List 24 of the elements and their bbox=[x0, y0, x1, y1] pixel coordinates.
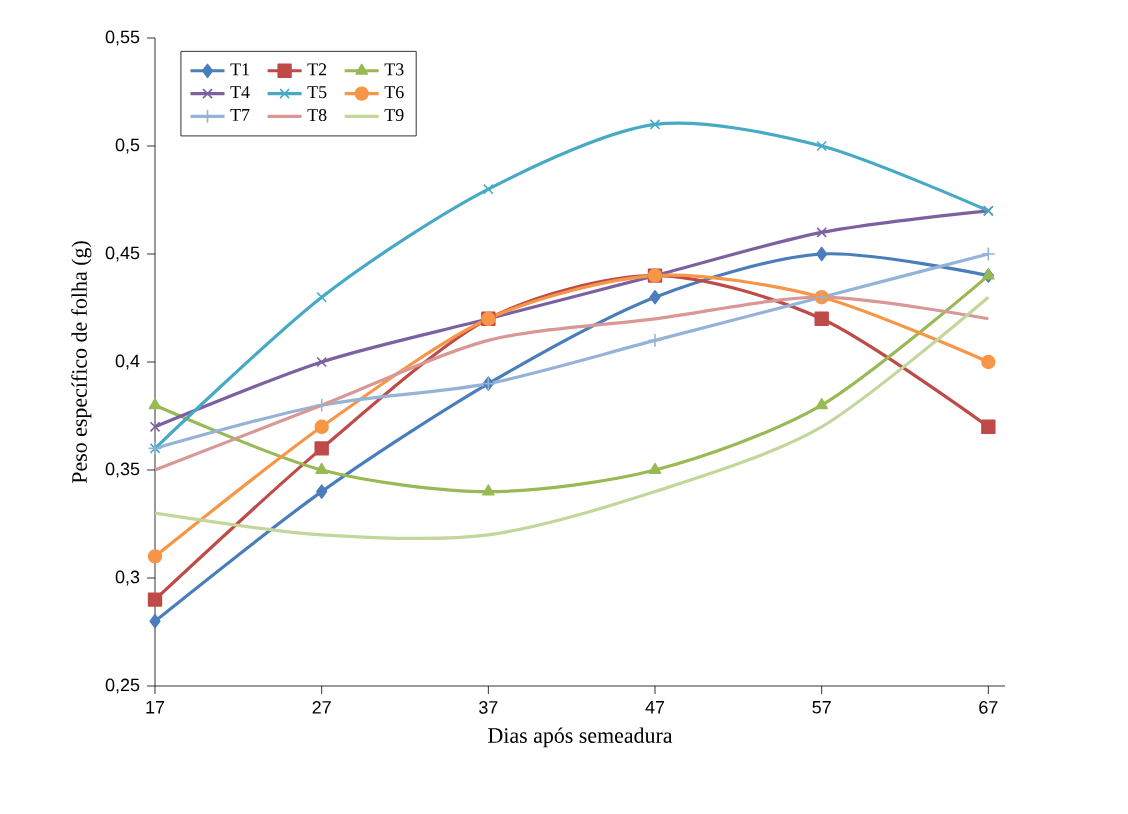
x-axis-title: Dias após semeadura bbox=[488, 727, 673, 748]
legend-label: T5 bbox=[307, 86, 327, 99]
y-tick-label: 0,25 bbox=[105, 678, 140, 694]
legend-label: T2 bbox=[307, 63, 327, 76]
y-tick-label: 0,55 bbox=[105, 30, 140, 46]
x-tick-label: 47 bbox=[645, 701, 665, 714]
x-tick-label: 37 bbox=[479, 701, 498, 714]
x-tick-label: 67 bbox=[979, 701, 998, 714]
y-axis-title: Peso específico de folha (g) bbox=[71, 241, 92, 484]
legend-label: T1 bbox=[230, 63, 249, 76]
y-tick-label: 0,4 bbox=[115, 354, 140, 370]
legend-label: T6 bbox=[384, 86, 404, 99]
legend-label: T7 bbox=[230, 109, 250, 121]
y-tick-label: 0,3 bbox=[115, 570, 140, 586]
x-tick-label: 27 bbox=[312, 701, 331, 714]
legend-label: T8 bbox=[307, 108, 327, 122]
legend-label: T9 bbox=[384, 109, 404, 122]
legend-label: T4 bbox=[230, 86, 250, 99]
y-tick-label: 0,45 bbox=[105, 246, 140, 262]
x-tick-label: 17 bbox=[146, 701, 165, 714]
y-tick-label: 0,5 bbox=[115, 138, 140, 154]
legend-label: T3 bbox=[384, 63, 404, 76]
y-tick-label: 0,35 bbox=[105, 462, 140, 478]
x-tick-label: 57 bbox=[812, 701, 831, 714]
